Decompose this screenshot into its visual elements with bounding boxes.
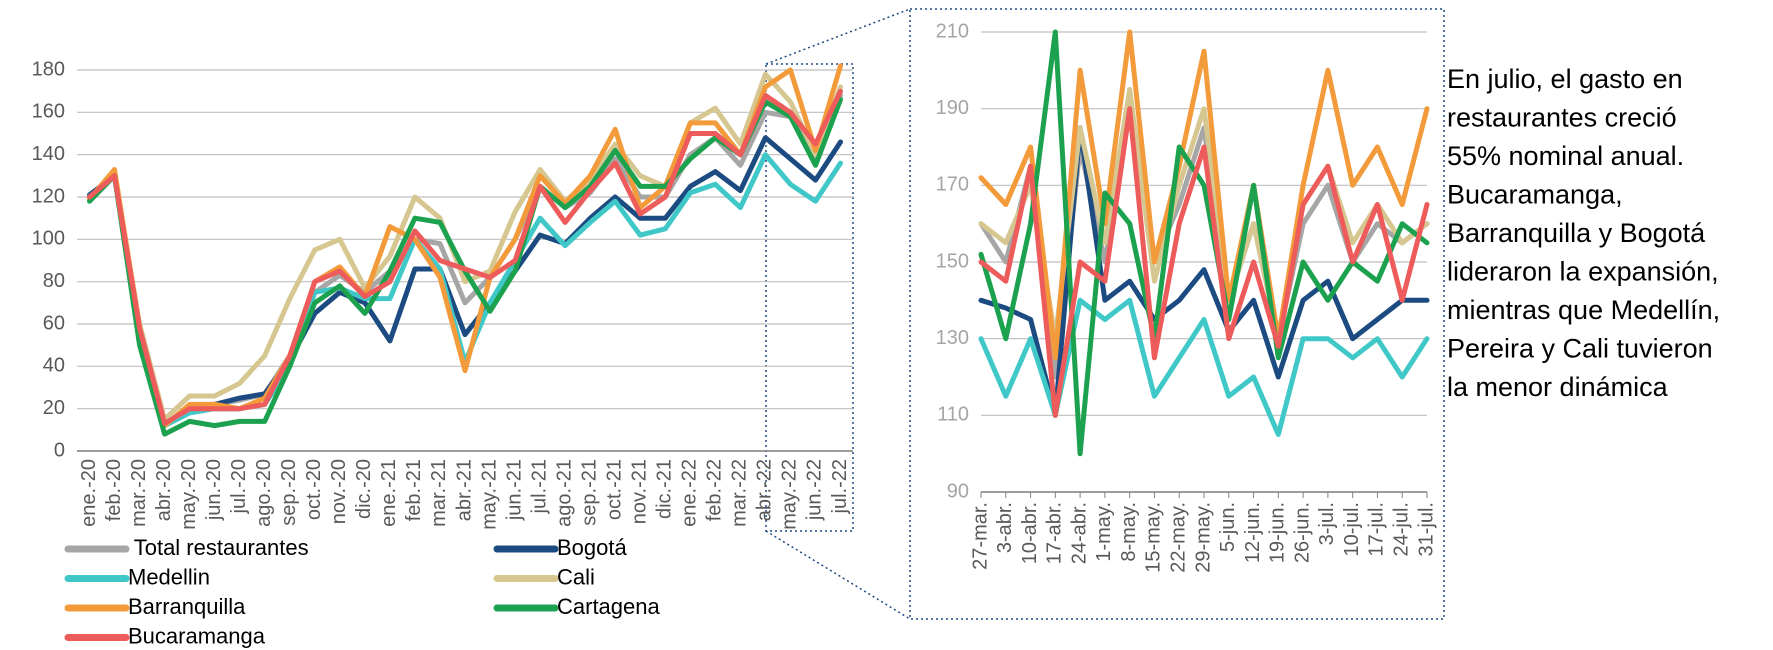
x-tick-label: oct.-21: [603, 459, 625, 520]
zoom-panel: [909, 8, 1445, 620]
series-line: [87, 71, 843, 422]
x-tick-label: sep.-20: [278, 459, 300, 526]
series-line: [978, 106, 1430, 418]
x-tick-label: 5-jun.: [1217, 502, 1239, 552]
x-tick-label: 29-may.: [1192, 502, 1214, 573]
legend-label: Total restaurantes: [128, 535, 309, 560]
x-tick-label: dic.-21: [654, 459, 676, 519]
y-tick-label: 210: [936, 20, 969, 42]
x-tick-label: mar.-20: [128, 459, 150, 527]
x-tick-label: may.-21: [478, 459, 500, 530]
y-tick-label: 180: [32, 58, 65, 80]
y-tick-label: 130: [936, 327, 969, 349]
x-tick-label: mar.-21: [428, 459, 450, 527]
x-tick-label: ene.-21: [378, 459, 400, 527]
y-tick-label: 60: [43, 312, 65, 334]
side-text-line: En julio, el gasto en: [1447, 64, 1683, 94]
x-tick-label: 22-may.: [1168, 502, 1190, 573]
x-tick-label: oct.-20: [303, 459, 325, 520]
y-tick-label: 100: [32, 228, 65, 250]
x-tick-label: jul.-21: [528, 459, 550, 514]
legend-label: Bucaramanga: [128, 623, 266, 648]
x-tick-label: 26-jun.: [1291, 502, 1313, 563]
x-tick-label: 12-jun.: [1242, 502, 1264, 563]
x-tick-label: 15-may.: [1143, 502, 1165, 573]
y-tick-label: 190: [936, 97, 969, 119]
side-text-line: lideraron la expansión,: [1447, 257, 1719, 287]
legend-label: Cali: [557, 564, 595, 589]
x-tick-label: abr.-22: [754, 459, 776, 521]
x-tick-label: 17-jul.: [1366, 502, 1388, 556]
x-tick-label: jun.-21: [503, 459, 525, 521]
series-group: [978, 29, 1430, 457]
x-tick-label: 10-jul.: [1341, 502, 1363, 556]
x-tick-label: 24-jul.: [1391, 502, 1413, 556]
side-text-line: Barranquilla y Bogotá: [1447, 218, 1706, 248]
y-tick-label: 140: [32, 143, 65, 165]
connector: [765, 8, 911, 65]
x-tick-label: feb.-21: [403, 459, 425, 521]
side-text-line: mientras que Medellín,: [1447, 295, 1720, 325]
x-tick-label: jul.-20: [228, 459, 250, 514]
y-tick-label: 120: [32, 185, 65, 207]
series-line: [87, 88, 843, 426]
connector: [765, 530, 911, 620]
legend-label: Barranquilla: [128, 594, 246, 619]
x-tick-label: mar.-22: [729, 459, 751, 527]
x-tick-label: 8-may.: [1118, 502, 1140, 562]
series-line: [87, 63, 843, 429]
x-tick-label: 3-jul.: [1316, 502, 1338, 545]
y-tick-label: 40: [43, 355, 65, 377]
x-tick-label: 17-abr.: [1044, 502, 1066, 564]
x-tick-label: ago.-21: [553, 459, 575, 527]
legend-label: Medellin: [128, 564, 210, 589]
legend-label: Bogotá: [557, 535, 627, 560]
side-text-line: 55% nominal anual.: [1447, 141, 1684, 171]
x-tick-label: 10-abr.: [1019, 502, 1041, 564]
zoom-box: [765, 63, 854, 532]
x-tick-label: 19-jun.: [1267, 502, 1289, 563]
x-tick-label: abr.-21: [453, 459, 475, 521]
x-tick-label: 24-abr.: [1068, 502, 1090, 564]
x-tick-label: ago.-20: [253, 459, 275, 527]
y-tick-label: 20: [43, 397, 65, 419]
side-text-line: Bucaramanga,: [1447, 180, 1623, 210]
x-tick-label: may.-20: [178, 459, 200, 530]
y-tick-label: 80: [43, 270, 65, 292]
x-tick-label: ene.-22: [679, 459, 701, 527]
x-tick-label: sep.-21: [578, 459, 600, 526]
x-tick-label: ene.-20: [78, 459, 100, 527]
side-text-line: restaurantes creció: [1447, 103, 1677, 133]
y-tick-label: 90: [947, 480, 969, 502]
x-tick-label: jun.-22: [804, 459, 826, 521]
y-tick-label: 110: [937, 404, 969, 426]
side-text-line: la menor dinámica: [1447, 372, 1669, 402]
x-tick-label: jun.-20: [203, 459, 225, 521]
y-tick-label: 0: [54, 439, 65, 461]
x-tick-label: may.-22: [779, 459, 801, 530]
series-line: [978, 29, 1430, 361]
x-tick-label: jul.-22: [829, 459, 851, 514]
x-tick-label: abr.-20: [153, 459, 175, 521]
x-tick-label: 31-jul.: [1415, 502, 1437, 556]
x-tick-label: dic.-20: [353, 459, 375, 519]
x-tick-label: 27-mar.: [969, 502, 991, 570]
x-tick-label: nov.-20: [328, 459, 350, 524]
y-tick-label: 170: [936, 174, 969, 196]
x-tick-label: feb.-22: [704, 459, 726, 521]
y-tick-label: 150: [936, 250, 969, 272]
x-tick-label: 3-abr.: [994, 502, 1016, 553]
legend-label: Cartagena: [557, 594, 661, 619]
x-tick-label: nov.-21: [629, 459, 651, 524]
series-group: [87, 63, 843, 437]
x-tick-label: feb.-20: [103, 459, 125, 521]
y-tick-label: 160: [32, 101, 65, 123]
x-tick-label: 1-may.: [1093, 502, 1115, 562]
series-line: [87, 152, 843, 429]
side-text-line: Pereira y Cali tuvieron: [1447, 334, 1713, 364]
